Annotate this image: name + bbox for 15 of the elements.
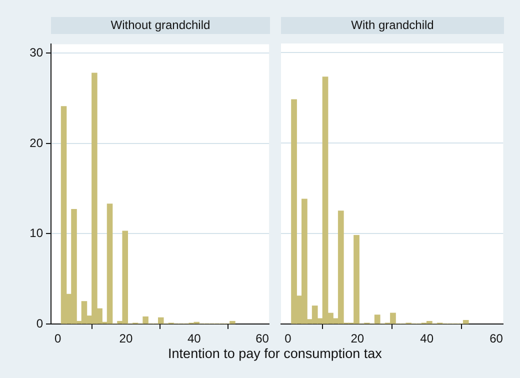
x-tick-label: 60 <box>490 332 504 346</box>
chart-title: Without grandchild <box>51 17 270 34</box>
x-tick-label: 0 <box>54 332 62 346</box>
y-tick-label: 30 <box>30 46 44 60</box>
chart-title: With grandchild <box>281 17 504 34</box>
x-axis-title: Intention to pay for consumption tax <box>167 346 383 361</box>
x-tick-label: 40 <box>187 332 202 346</box>
y-tick-label: 0 <box>36 316 44 330</box>
x-tick-label: 20 <box>119 332 133 346</box>
y-tick-label: 10 <box>30 226 44 240</box>
x-tick-label: 0 <box>284 332 292 346</box>
x-tick-label: 60 <box>256 332 270 346</box>
x-tick-label: 40 <box>420 332 434 346</box>
x-tick-label: 20 <box>350 332 364 346</box>
y-tick-label: 20 <box>30 136 44 150</box>
